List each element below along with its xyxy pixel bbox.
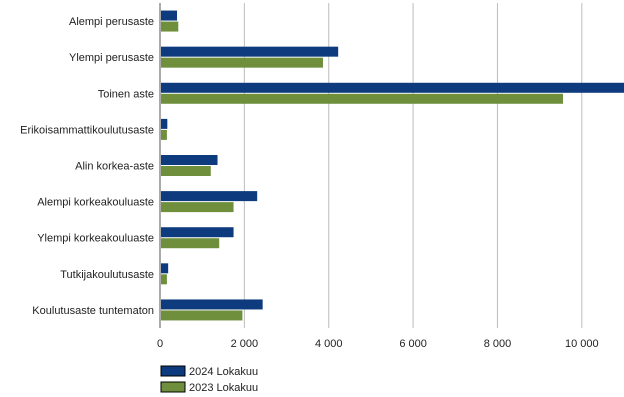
bar xyxy=(161,46,339,57)
bar xyxy=(161,191,258,202)
bar xyxy=(161,166,211,176)
category-label: Tutkijakoulutusaste xyxy=(60,269,154,281)
category-label: Alin korkea-aste xyxy=(75,161,154,173)
category-label: Alempi korkeakouluaste xyxy=(37,197,154,209)
x-tick-label: 10 000 xyxy=(565,338,599,350)
x-tick-labels: 0 2 000 4 000 6 000 8 000 10 000 xyxy=(157,338,599,350)
grid-lines xyxy=(159,3,583,328)
bar xyxy=(161,82,624,93)
legend-swatch xyxy=(160,381,186,393)
category-label: Ylempi korkeakouluaste xyxy=(37,233,154,245)
x-tick-label: 2 000 xyxy=(231,338,259,350)
bar xyxy=(161,21,179,32)
category-labels: Alempi perusaste Ylempi perusaste Toinen a… xyxy=(20,16,154,317)
legend: 2024 Lokakuu 2023 Lokakuu xyxy=(160,365,258,394)
bar xyxy=(161,310,243,321)
bar xyxy=(161,118,168,129)
x-tick-label: 0 xyxy=(157,338,163,350)
bar xyxy=(161,57,323,68)
bar xyxy=(161,129,167,140)
legend-label: 2024 Lokakuu xyxy=(189,366,258,378)
bar xyxy=(161,10,178,21)
bar xyxy=(161,238,220,249)
bar xyxy=(161,263,169,274)
x-tick-label: 6 000 xyxy=(399,338,427,350)
bar xyxy=(161,93,563,104)
category-label: Erikoisammattikoulutusaste xyxy=(20,124,154,136)
bars xyxy=(161,10,624,321)
bar xyxy=(161,227,234,238)
bar xyxy=(161,155,218,165)
category-label: Koulutusaste tuntematon xyxy=(32,305,154,317)
x-tick-label: 8 000 xyxy=(484,338,512,350)
category-label: Ylempi perusaste xyxy=(69,52,154,64)
x-tick-label: 4 000 xyxy=(315,338,343,350)
category-label: Alempi perusaste xyxy=(69,16,154,28)
category-label: Toinen aste xyxy=(98,88,154,100)
bar xyxy=(161,299,263,310)
bar xyxy=(161,274,167,285)
legend-swatch xyxy=(160,365,186,377)
bar xyxy=(161,202,234,213)
legend-label: 2023 Lokakuu xyxy=(189,382,258,394)
